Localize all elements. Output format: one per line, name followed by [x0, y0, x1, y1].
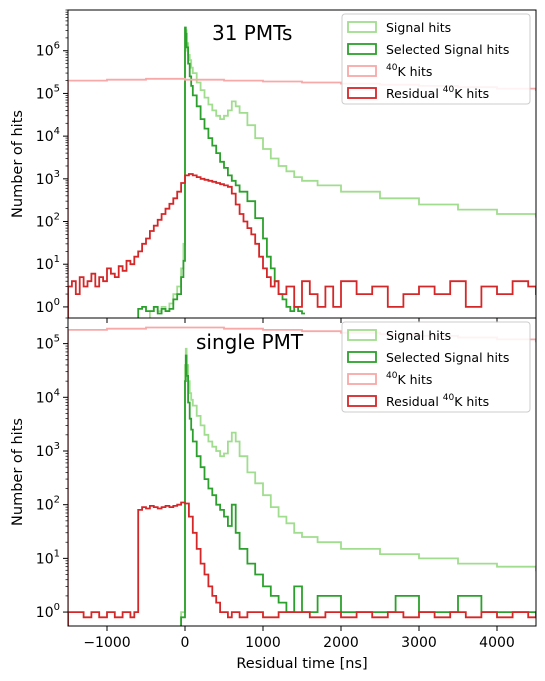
bottom-legend-swatch-3 [347, 395, 377, 407]
bottom-legend-label-0: Signal hits [386, 328, 451, 343]
top-legend-swatch-2 [347, 65, 377, 77]
bottom-x-ticks: −1000 0 1000 2000 3000 4000 [83, 626, 515, 651]
bottom-legend: Signal hits Selected Signal hits 40K hits R… [341, 321, 531, 413]
x-axis-label: Residual time [ns] [236, 656, 367, 672]
bottom-legend-swatch-1 [347, 351, 377, 363]
bottom-series-3 [68, 501, 536, 626]
bottom-series-0 [180, 347, 536, 626]
top-legend: Signal hits Selected Signal hits 40K hits R… [341, 13, 531, 105]
bottom-x-tick-label-2: 1000 [245, 635, 281, 651]
bottom-axes-frame [67, 317, 537, 627]
bottom-x-tick-label-5: 4000 [479, 635, 515, 651]
bottom-x-tick-label-0: −1000 [83, 635, 130, 651]
bottom-legend-frame [341, 321, 531, 413]
bottom-panel-title: single PMT [196, 330, 304, 354]
top-legend-frame [341, 13, 531, 105]
top-panel-title: 31 PMTs [212, 21, 292, 45]
bottom-legend-swatch-2 [347, 373, 377, 385]
top-legend-swatch-0 [347, 21, 377, 33]
top-legend-swatch-3 [347, 87, 377, 99]
top-legend-label-1: Selected Signal hits [386, 42, 509, 57]
top-legend-swatch-1 [347, 43, 377, 55]
top-x-ticks [106, 318, 498, 323]
bottom-legend-swatch-0 [347, 329, 377, 341]
top-y-axis-label: Number of hits [10, 110, 26, 218]
top-legend-label-2: 40K hits [386, 63, 432, 79]
top-legend-label-0: Signal hits [386, 20, 451, 35]
bottom-x-tick-label-3: 2000 [323, 635, 359, 651]
bottom-legend-label-2: 40K hits [386, 371, 432, 387]
bottom-x-tick-label-4: 3000 [401, 635, 437, 651]
bottom-x-tick-label-1: 0 [181, 635, 190, 651]
top-legend-label-3: Residual 40K hits [386, 85, 489, 101]
bottom-legend-label-3: Residual 40K hits [386, 393, 489, 409]
bottom-y-axis-label: Number of hits [10, 418, 26, 526]
bottom-legend-label-1: Selected Signal hits [386, 350, 509, 365]
top-series-3 [68, 173, 536, 318]
